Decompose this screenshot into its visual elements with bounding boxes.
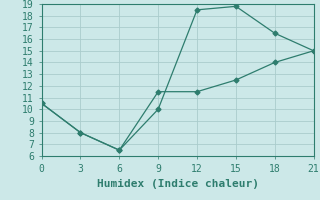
X-axis label: Humidex (Indice chaleur): Humidex (Indice chaleur) <box>97 179 259 189</box>
